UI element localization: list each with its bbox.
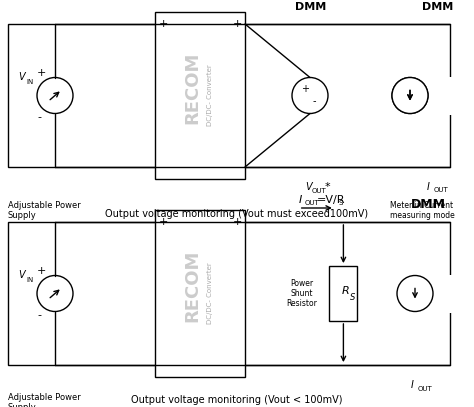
Text: -: - [161,162,165,172]
Circle shape [37,77,73,114]
Text: Adjustable Power
Supply: Adjustable Power Supply [8,393,81,407]
Text: -: - [161,360,165,370]
Text: IN: IN [26,79,33,85]
Text: +: + [158,19,168,29]
Text: -: - [37,311,41,320]
Text: *: * [325,182,331,192]
Text: OUT: OUT [418,386,433,392]
Text: S: S [350,293,355,302]
Text: S: S [339,200,343,206]
Text: +: + [232,217,242,227]
Text: Meter in Current
measuring mode: Meter in Current measuring mode [390,201,455,221]
Text: V: V [305,182,311,192]
Text: I: I [299,195,302,205]
Text: +: + [37,68,46,79]
Bar [448,274,453,313]
Circle shape [37,276,73,311]
Bar [329,266,357,321]
Circle shape [392,77,428,114]
Text: +: + [301,85,309,94]
Text: Output voltage monitoring (Vout < 100mV): Output voltage monitoring (Vout < 100mV) [131,395,343,405]
Bar [155,12,245,179]
Text: +: + [37,267,46,276]
Text: R: R [342,285,349,295]
Text: -: - [235,360,239,370]
Text: -: - [312,96,316,107]
Bar [448,77,453,114]
Bar [8,222,450,365]
Text: =V/R: =V/R [317,195,345,205]
Text: OUT: OUT [305,200,319,206]
Text: DC/DC- Converter: DC/DC- Converter [207,65,213,127]
Text: RECOM: RECOM [183,249,201,322]
Bar [155,210,245,377]
Text: -: - [37,112,41,123]
Text: V: V [18,72,25,83]
Text: Output voltage monitoring (Vout must exceed100mV): Output voltage monitoring (Vout must exc… [105,209,369,219]
Text: -: - [235,162,239,172]
Circle shape [392,77,428,114]
Text: RECOM: RECOM [183,51,201,124]
Circle shape [397,276,433,311]
Text: IN: IN [26,276,33,282]
Bar [8,24,450,167]
Text: Power
Shunt
Resistor: Power Shunt Resistor [286,279,317,309]
Circle shape [292,77,328,114]
Text: Adjustable Power
Supply: Adjustable Power Supply [8,201,81,221]
Text: +: + [158,217,168,227]
Text: OUT: OUT [434,187,449,193]
Text: DMM: DMM [295,2,326,12]
Text: I: I [427,182,430,192]
Text: V: V [18,271,25,280]
Text: DMM: DMM [422,2,453,12]
Text: I: I [411,380,414,390]
Text: DMM: DMM [411,199,446,212]
Text: OUT: OUT [312,188,327,194]
Text: +: + [232,19,242,29]
Text: DC/DC- Converter: DC/DC- Converter [207,263,213,324]
